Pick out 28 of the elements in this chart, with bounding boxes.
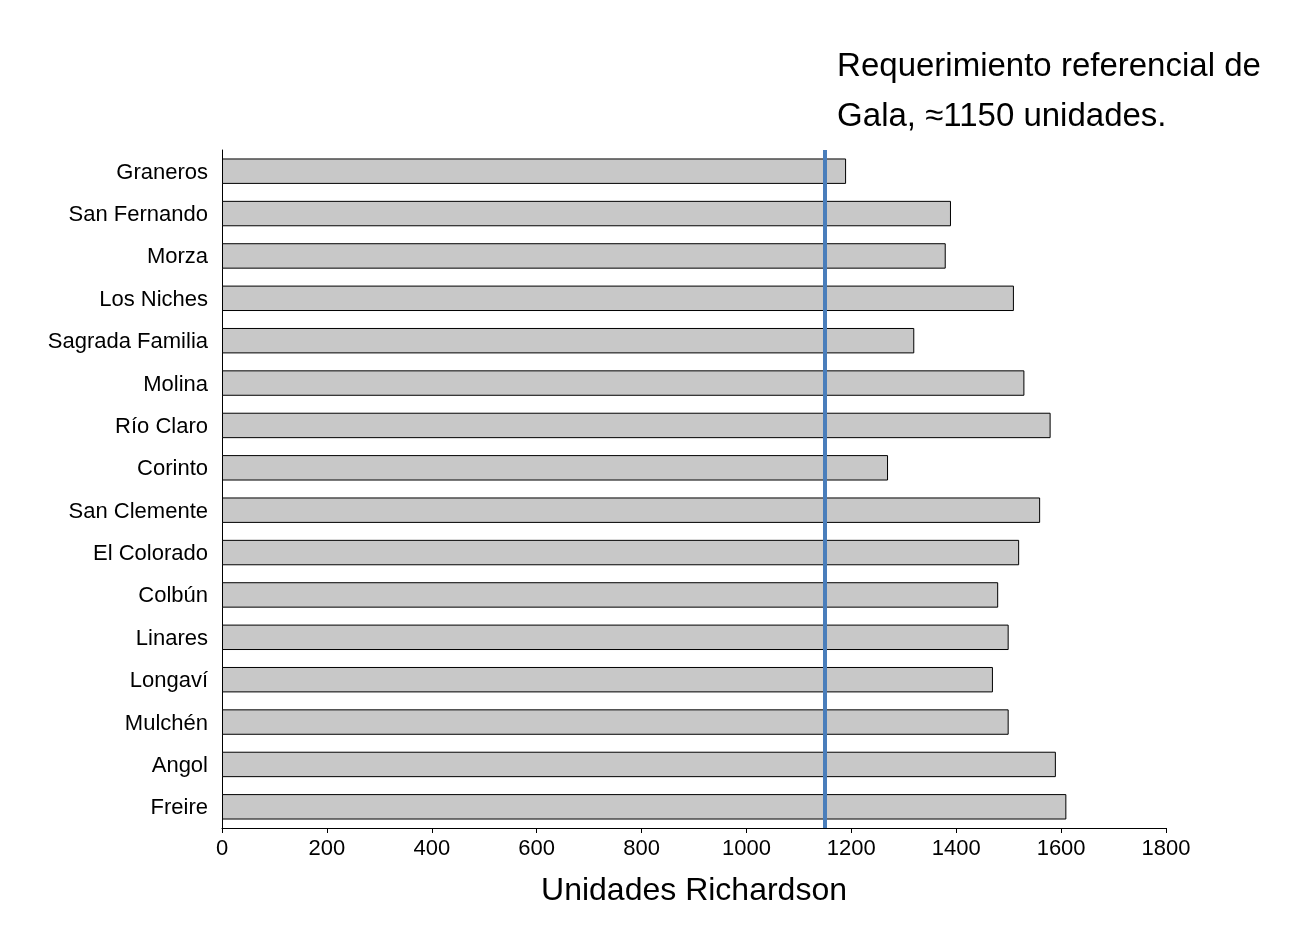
x-axis-title: Unidades Richardson bbox=[541, 871, 847, 907]
y-tick-label: Linares bbox=[135, 624, 208, 650]
y-tick-label: San Fernando bbox=[68, 201, 208, 227]
y-tick-label: Sagrada Familia bbox=[47, 328, 209, 354]
x-tick-label: 1600 bbox=[1036, 834, 1086, 860]
y-tick-label: Graneros bbox=[116, 158, 208, 184]
x-tick-label: 600 bbox=[518, 834, 556, 860]
y-tick-label: San Clemente bbox=[68, 497, 208, 523]
x-tick-label: 0 bbox=[215, 834, 229, 860]
y-tick-label: Angol bbox=[151, 751, 208, 777]
x-tick-label: 400 bbox=[413, 834, 451, 860]
y-tick-label: Río Claro bbox=[115, 412, 208, 438]
y-tick-label: Molina bbox=[143, 370, 209, 396]
y-tick-label: Morza bbox=[146, 243, 209, 269]
y-tick-label: Los Niches bbox=[99, 285, 208, 311]
x-tick-label: 1000 bbox=[721, 834, 771, 860]
x-tick-label: 200 bbox=[308, 834, 346, 860]
y-tick-label: Longaví bbox=[129, 667, 208, 693]
ref-line-label: Requerimiento referencial de Gala, ≈1150 unidades. bbox=[837, 45, 1271, 133]
y-tick-label: Colbún bbox=[138, 582, 208, 608]
y-tick-label: Mulchén bbox=[124, 709, 208, 735]
y-tick-label: Corinto bbox=[137, 455, 208, 481]
x-tick-label: 1200 bbox=[826, 834, 876, 860]
x-tick-label: 1400 bbox=[931, 834, 981, 860]
y-tick-label: Freire bbox=[150, 794, 208, 820]
x-tick-label: 1800 bbox=[1141, 834, 1191, 860]
x-tick-label: 800 bbox=[623, 834, 660, 860]
y-tick-label: El Colorado bbox=[93, 540, 208, 566]
